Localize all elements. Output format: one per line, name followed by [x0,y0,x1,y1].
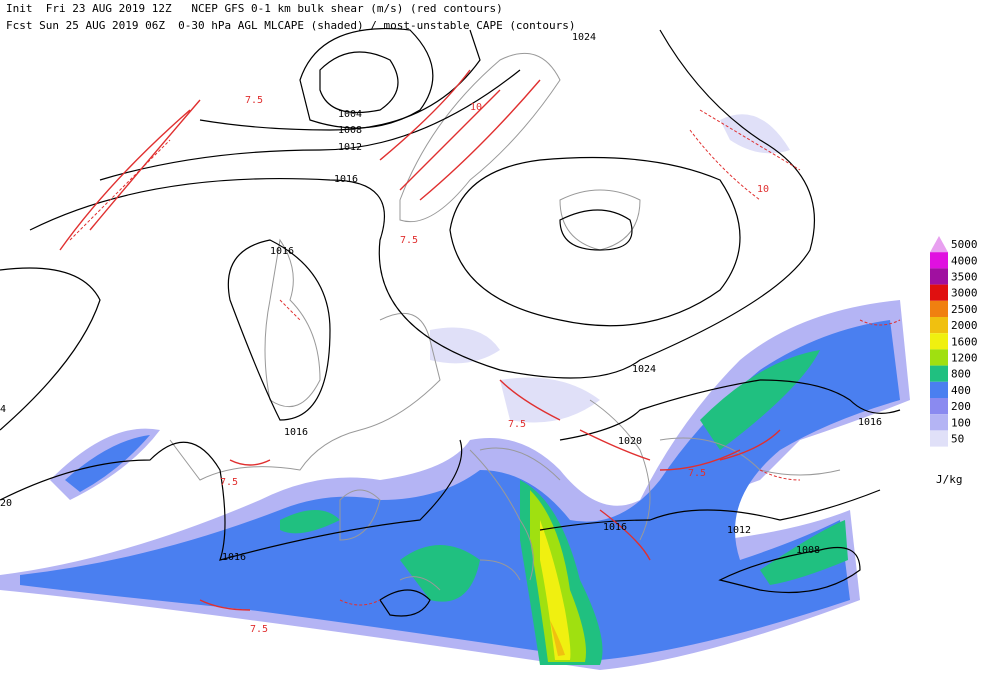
legend-label: 3500 [951,271,978,284]
shear-labels: 7.5 10 7.5 7.5 7.5 7.5 10 7.5 [220,95,769,635]
shear-label: 7.5 [245,95,263,106]
legend-swatch [930,398,948,415]
legend-label: 100 [951,416,971,429]
coastlines [169,52,841,591]
legend-swatch [930,333,948,350]
legend-label: 5000 [951,238,978,251]
legend-swatch [930,381,948,398]
legend-swatch [930,365,948,382]
isobar-label: 1016 [284,427,308,438]
legend-swatch [930,284,948,301]
isobar-labels: 1024 1004 1008 1012 1016 1016 1016 1024 … [0,32,882,563]
legend-swatch [930,300,948,317]
isobar-label: 1012 [338,142,362,153]
legend-label: 800 [951,368,971,381]
legend-label: 50 [951,433,964,446]
header: Init Fri 23 AUG 2019 12Z NCEP GFS 0-1 km… [6,2,576,32]
isobar-label: 1016 [603,522,627,533]
isobar-label: 1020 [618,436,642,447]
legend-label: 2000 [951,319,978,332]
isobar-label: 20 [0,498,12,509]
header-line-2: Fcst Sun 25 AUG 2019 06Z 0-30 hPa AGL ML… [6,19,576,32]
shear-label: 7.5 [250,624,268,635]
shear-label: 7.5 [220,477,238,488]
shear-label: 7.5 [688,468,706,479]
legend-swatch [930,317,948,334]
isobar-label: 1016 [222,552,246,563]
header-line-1: Init Fri 23 AUG 2019 12Z NCEP GFS 0-1 km… [6,2,503,15]
cape-shading [0,114,910,670]
legend-swatch [930,236,948,253]
shear-label: 10 [757,184,769,195]
isobar-label: 1024 [572,32,596,43]
legend-swatch [930,268,948,285]
isobar-label: 1016 [858,417,882,428]
shear-label: 7.5 [508,419,526,430]
legend-swatch [930,252,948,269]
isobar-label: 1024 [632,364,656,375]
legend-label: 4000 [951,254,978,267]
legend-label: 1600 [951,335,978,348]
legend-label: 400 [951,384,971,397]
legend-label: 2500 [951,303,978,316]
legend-swatch [930,414,948,431]
legend: 5000 4000 3500 3000 2500 2000 1600 1200 800 400 20… [930,236,978,447]
legend-swatch [930,430,948,447]
shear-label: 10 [470,102,482,113]
isobar-label: 1008 [796,545,820,556]
isobar-label: 1012 [727,525,751,536]
shear-contours [59,69,901,611]
isobar-label: 1004 [338,109,362,120]
shear-label: 7.5 [400,235,418,246]
legend-label: 200 [951,400,971,413]
isobar-label: 1008 [338,125,362,136]
isobar-label: 1016 [334,174,358,185]
legend-swatch [930,349,948,366]
isobar-label: 1016 [270,246,294,257]
legend-unit: J/kg [936,473,963,486]
isobars [0,28,901,617]
legend-label: 3000 [951,287,978,300]
legend-label: 1200 [951,352,978,365]
isobar-label: 4 [0,404,6,415]
